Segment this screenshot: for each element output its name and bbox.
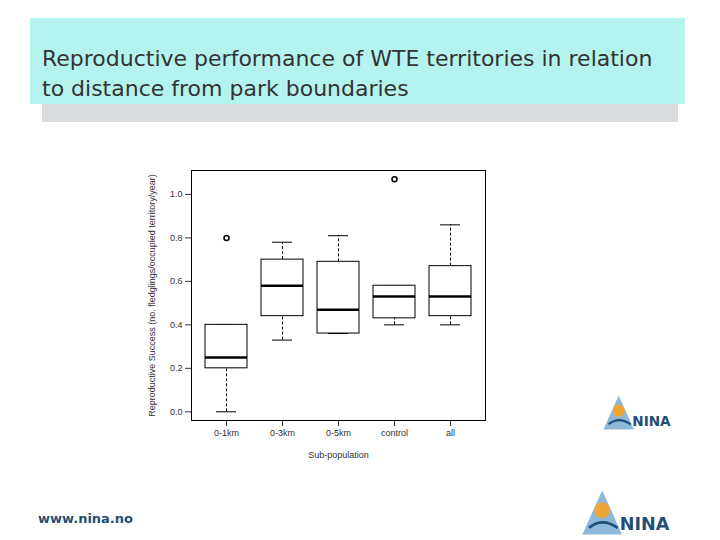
svg-text:0.8: 0.8	[170, 233, 183, 243]
svg-text:all: all	[446, 428, 455, 438]
svg-text:0-1km: 0-1km	[214, 428, 239, 438]
svg-text:0-5km: 0-5km	[326, 428, 351, 438]
html-text:www.nina.no: www.nina.no	[38, 511, 133, 526]
html-text:Reproductive performance of WT: Reproductive performance of WTE territor…	[42, 46, 653, 101]
svg-text:control: control	[381, 428, 408, 438]
svg-text:0.2: 0.2	[170, 363, 183, 373]
svg-text:0-3km: 0-3km	[270, 428, 295, 438]
svg-text:0.6: 0.6	[170, 276, 183, 286]
svg-text:0.4: 0.4	[170, 320, 183, 330]
svg-text:Sub-population: Sub-population	[308, 450, 369, 460]
svg-text:NINA: NINA	[620, 514, 670, 534]
svg-text:Reproductive Success (no. fled: Reproductive Success (no. fledglings/occ…	[147, 174, 157, 417]
svg-text:NINA: NINA	[632, 413, 671, 429]
svg-text:0.0: 0.0	[170, 407, 183, 417]
svg-text:1.0: 1.0	[170, 189, 183, 199]
